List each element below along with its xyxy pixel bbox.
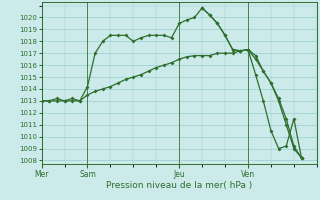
- X-axis label: Pression niveau de la mer( hPa ): Pression niveau de la mer( hPa ): [106, 181, 252, 190]
